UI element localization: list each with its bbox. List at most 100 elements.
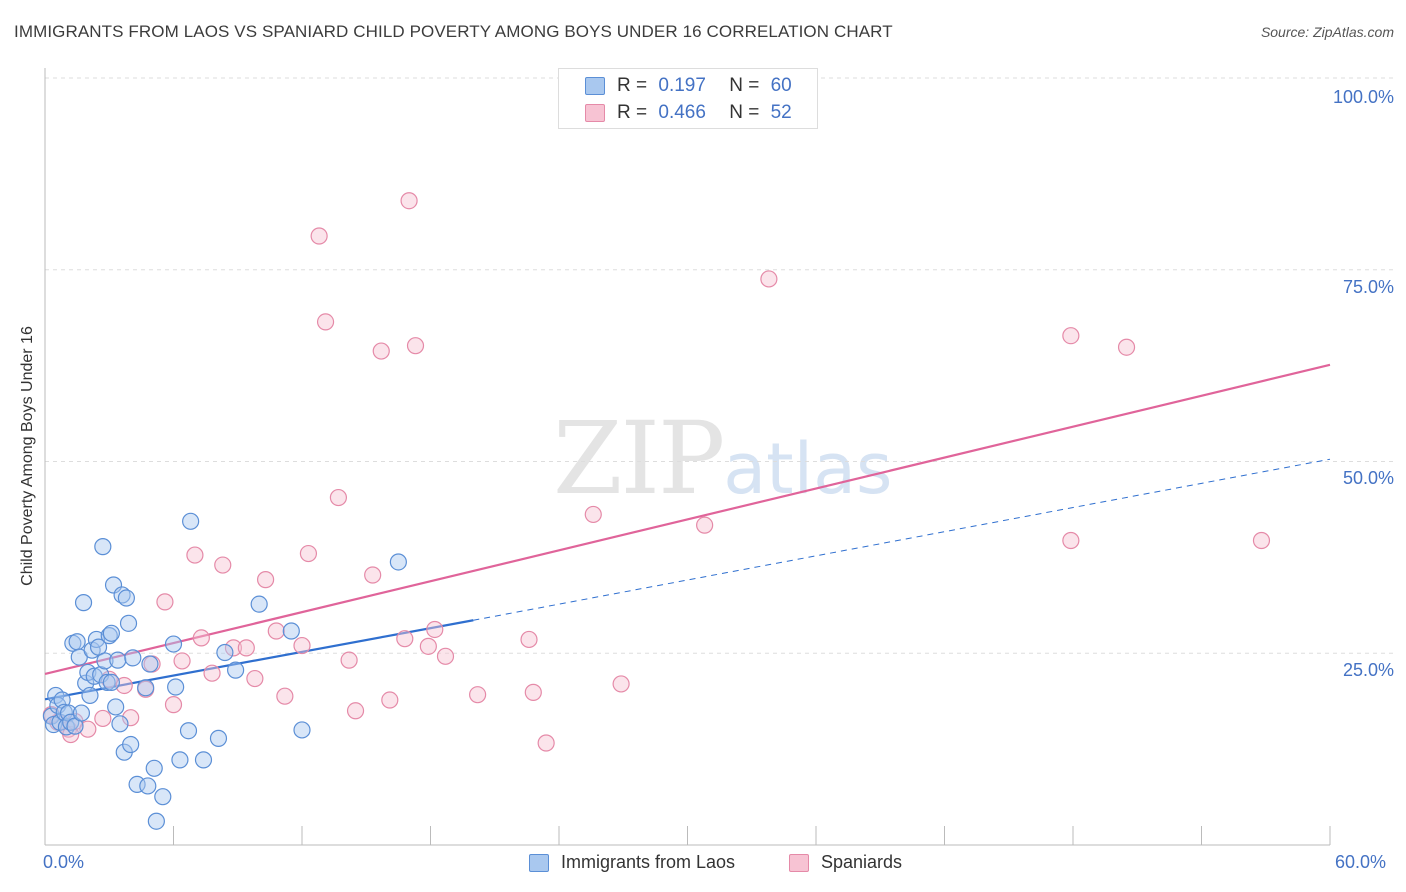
spaniards-point	[276, 687, 294, 705]
laos-point	[154, 788, 172, 806]
spaniards-point	[1252, 531, 1271, 550]
laos-point	[72, 704, 91, 722]
spaniards-point	[122, 709, 140, 727]
legend-n-value: 52	[770, 102, 792, 123]
y-tick-label-75: 75.0%	[1342, 277, 1394, 297]
spaniards-point	[520, 630, 538, 649]
laos-point	[96, 652, 114, 670]
spaniards-point	[346, 702, 365, 720]
spaniards-point	[381, 691, 399, 709]
spaniards-point	[186, 546, 204, 564]
legend-swatch-laos	[585, 77, 605, 95]
spaniards-point	[1062, 531, 1080, 550]
laos-point	[94, 538, 112, 556]
watermark: ZIPatlas	[553, 400, 892, 517]
spaniards-point	[537, 734, 555, 752]
spaniards-point	[267, 622, 285, 640]
laos-point	[137, 679, 155, 697]
laos-point	[102, 624, 120, 642]
x-tick-label-min: 0.0%	[43, 852, 85, 872]
spaniards-point	[469, 686, 487, 704]
laos-point	[250, 595, 268, 613]
laos-points	[42, 512, 407, 830]
spaniards-points	[42, 192, 1271, 752]
legend-n-value: 60	[770, 75, 792, 96]
watermark-atlas: atlas	[723, 428, 893, 510]
legend-r-value: 0.466	[658, 102, 706, 123]
spaniards-point	[293, 636, 311, 655]
laos-point	[227, 661, 245, 679]
axes	[44, 68, 1331, 846]
spaniards-point	[224, 639, 243, 657]
y-tick-label-100: 100.0%	[1332, 87, 1394, 107]
laos-trend-extension	[473, 458, 1331, 621]
chart-title: IMMIGRANTS FROM LAOS VS SPANIARD CHILD P…	[14, 22, 893, 41]
spaniards-point	[426, 620, 444, 639]
laos-point	[216, 643, 234, 662]
y-tick-label-50: 50.0%	[1342, 468, 1394, 488]
spaniards-point	[524, 683, 542, 701]
laos-point	[100, 627, 118, 645]
spaniards-point	[192, 629, 210, 647]
legend-text-laos: R = 0.197 N = 60	[617, 75, 792, 97]
laos-point	[122, 735, 140, 754]
laos-point	[119, 614, 138, 632]
spaniards-point	[79, 720, 97, 738]
laos-point	[282, 622, 300, 640]
grid-lines	[45, 77, 1395, 654]
spaniards-point	[94, 709, 112, 728]
spaniards-point	[419, 637, 437, 655]
spaniards-point	[329, 488, 348, 507]
legend-r-value: 0.197	[658, 75, 706, 96]
spaniards-point	[696, 516, 714, 534]
spaniards-point	[299, 544, 318, 563]
spaniards-point	[256, 571, 275, 589]
spaniards-point	[156, 593, 174, 611]
spaniards-trend-line	[44, 363, 1331, 676]
spaniards-point	[237, 639, 255, 657]
laos-point	[209, 729, 228, 747]
spaniards-point	[173, 652, 191, 670]
laos-point	[124, 649, 142, 667]
legend-r-label: R =	[617, 102, 648, 123]
laos-point	[145, 759, 163, 777]
laos-point	[81, 686, 99, 705]
spaniards-point	[164, 696, 183, 714]
spaniards-point	[760, 270, 778, 288]
laos-point	[182, 512, 200, 530]
source-label: Source: ZipAtlas.com	[1260, 24, 1394, 40]
spaniards-point	[1062, 327, 1080, 345]
spaniards-point	[340, 651, 358, 669]
laos-point	[107, 698, 125, 716]
spaniards-point	[214, 556, 232, 574]
spaniards-point	[310, 227, 328, 245]
laos-point	[89, 638, 108, 656]
laos-point	[74, 594, 93, 612]
spaniards-point	[400, 192, 418, 210]
spaniards-point	[316, 313, 335, 331]
laos-point	[102, 673, 120, 691]
legend-swatch-laos	[529, 854, 549, 872]
spaniards-point	[246, 669, 264, 688]
laos-point	[194, 751, 213, 769]
y-tick-label-25: 25.0%	[1342, 660, 1394, 680]
laos-point	[389, 553, 407, 571]
laos-point	[128, 775, 146, 794]
watermark-zip: ZIP	[553, 400, 725, 517]
correlation-legend: R = 0.197 N = 60 R = 0.466 N = 52	[558, 68, 818, 129]
laos-point	[147, 812, 165, 830]
legend-n-label: N =	[729, 75, 760, 96]
legend-text-spaniards: R = 0.466 N = 52	[617, 102, 792, 124]
laos-point	[141, 655, 159, 673]
spaniards-point	[436, 647, 455, 665]
laos-point	[179, 722, 198, 740]
spaniards-point	[1117, 338, 1136, 356]
spaniards-point	[396, 630, 414, 648]
legend-label-spaniards: Spaniards	[821, 852, 903, 872]
laos-point	[167, 678, 185, 696]
laos-point	[171, 751, 189, 769]
spaniards-point	[612, 675, 630, 693]
legend-r-label: R =	[617, 75, 648, 96]
laos-point	[68, 633, 86, 651]
